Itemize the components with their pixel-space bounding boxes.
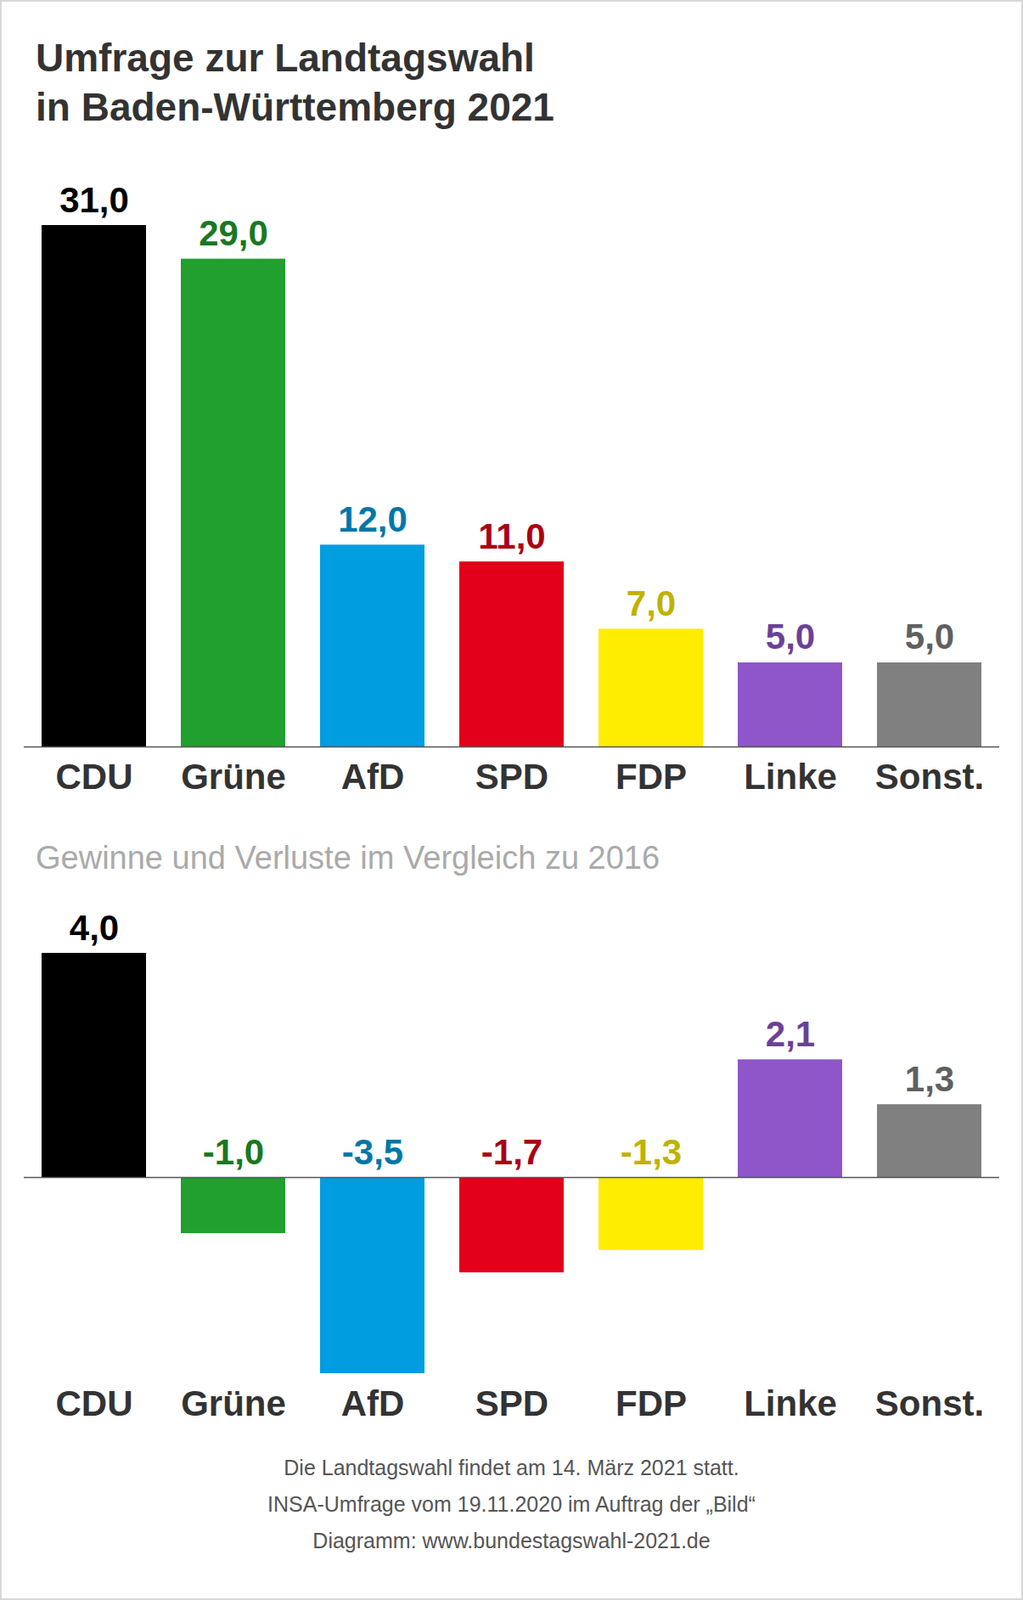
svg-text:FDP: FDP	[615, 1382, 687, 1423]
html-text:Diagramm: www.bundestagswahl-2: Diagramm: www.bundestagswahl-2021.de	[312, 1528, 711, 1552]
svg-text:Sonst.: Sonst.	[875, 1382, 984, 1423]
html-text:Umfrage zur Landtagswahl in Ba: Umfrage zur Landtagswahl in Baden-Württe…	[35, 35, 555, 129]
svg-text:7,0: 7,0	[626, 583, 676, 624]
svg-text:12,0: 12,0	[337, 499, 408, 540]
svg-text:CDU: CDU	[56, 756, 134, 797]
svg-text:31,0: 31,0	[59, 179, 130, 220]
svg-text:-1,3: -1,3	[620, 1131, 682, 1172]
svg-text:-1,7: -1,7	[481, 1131, 543, 1172]
svg-text:Grüne: Grüne	[180, 756, 287, 797]
svg-text:5,0: 5,0	[904, 616, 955, 657]
html-text:Die Landtagswahl findet am 14.: Die Landtagswahl findet am 14. März 2021…	[283, 1455, 740, 1479]
svg-text:5,0: 5,0	[765, 616, 816, 657]
svg-text:AfD: AfD	[341, 1382, 405, 1423]
svg-text:-1,0: -1,0	[202, 1131, 265, 1172]
svg-text:11,0: 11,0	[477, 516, 546, 557]
svg-text:SPD: SPD	[475, 1382, 549, 1423]
svg-text:AfD: AfD	[341, 756, 405, 797]
svg-text:SPD: SPD	[475, 756, 549, 797]
svg-text:29,0: 29,0	[198, 213, 269, 253]
svg-text:1,3: 1,3	[904, 1058, 955, 1099]
html-text:Gewinne und Verluste im Vergle: Gewinne und Verluste im Vergleich zu 201…	[35, 839, 660, 876]
svg-text:Linke: Linke	[743, 1382, 838, 1423]
svg-text:Linke: Linke	[743, 756, 838, 797]
svg-text:CDU: CDU	[56, 1382, 134, 1423]
svg-text:FDP: FDP	[615, 756, 687, 797]
svg-text:Sonst.: Sonst.	[875, 756, 984, 797]
svg-text:Grüne: Grüne	[180, 1382, 287, 1423]
svg-text:4,0: 4,0	[69, 907, 119, 948]
html-text:INSA-Umfrage vom 19.11.2020 im: INSA-Umfrage vom 19.11.2020 im Auftrag d…	[267, 1491, 756, 1516]
svg-text:2,1: 2,1	[765, 1013, 816, 1054]
svg-text:-3,5: -3,5	[342, 1131, 404, 1172]
